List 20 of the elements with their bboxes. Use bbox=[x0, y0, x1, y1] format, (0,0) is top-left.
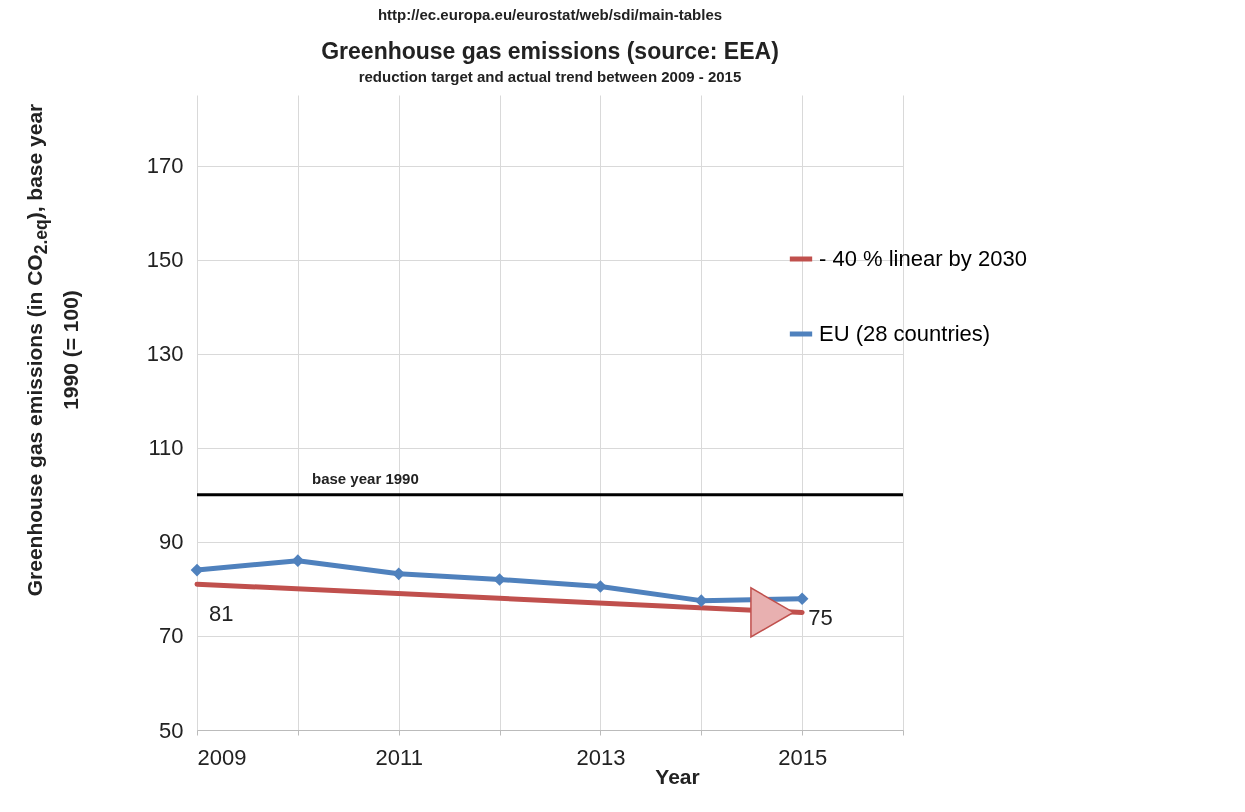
y-tick-label: 70 bbox=[159, 623, 184, 649]
text: http://ec.europa.eu/eurostat/web/sdi/main-tables bbox=[376, 6, 724, 23]
y-tick-label: 150 bbox=[146, 247, 184, 273]
annotation: 81 bbox=[209, 601, 234, 627]
y-tick-label: 170 bbox=[146, 153, 184, 179]
x-tick-label: 2015 bbox=[778, 744, 828, 770]
chart-title: Greenhouse gas emissions (source: EEA) bbox=[321, 38, 779, 64]
y-tick-label: 130 bbox=[146, 341, 184, 367]
x-tick-label: 2011 bbox=[375, 744, 423, 770]
x-tick-label: 2013 bbox=[576, 744, 626, 770]
chart-subtitle: reduction target and actual trend between 2009 - 2015 bbox=[358, 68, 742, 85]
y-tick-label: 110 bbox=[148, 435, 184, 461]
legend-label: EU (28 countries) bbox=[819, 321, 991, 346]
y-tick-label: 90 bbox=[159, 529, 184, 555]
y-tick-label: 50 bbox=[159, 717, 184, 743]
annotation: 75 bbox=[808, 605, 833, 631]
legend-label: - 40 % linear by 2030 bbox=[819, 246, 1027, 271]
ref-line-label: base year 1990 bbox=[312, 469, 419, 487]
x-tick-label: 2009 bbox=[197, 744, 247, 770]
x-axis-title: Year bbox=[655, 764, 700, 788]
